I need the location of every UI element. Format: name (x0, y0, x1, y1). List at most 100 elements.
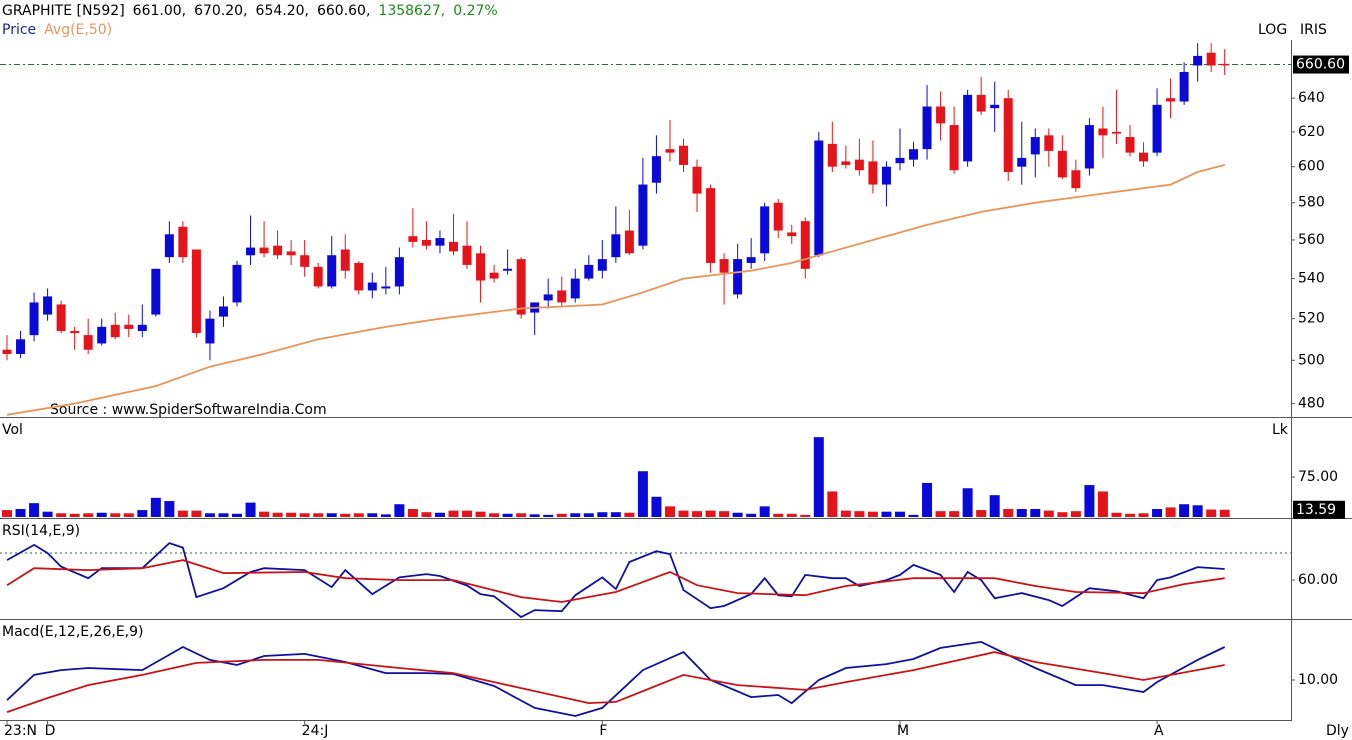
volume-bar (2, 510, 12, 517)
volume-bar (732, 512, 743, 517)
candle-body (1111, 131, 1121, 134)
volume-bar (56, 513, 67, 517)
volume-bar (150, 497, 161, 517)
volume-bar (908, 514, 919, 517)
candle-body (814, 140, 824, 256)
candle-body (1125, 137, 1135, 153)
candle-body (570, 278, 580, 299)
candle-body (773, 202, 783, 231)
y-tick-label: 560 (1298, 232, 1325, 248)
candle-body (638, 184, 648, 246)
volume-bar (83, 513, 94, 517)
candle-body (408, 236, 418, 242)
candle-body (584, 264, 594, 279)
volume-bar (489, 513, 500, 517)
volume-bar (543, 514, 554, 517)
volume-bar (556, 513, 567, 517)
candle-body (70, 330, 80, 334)
candle-body (1017, 157, 1027, 167)
candle-body (56, 304, 66, 331)
candle-body (624, 230, 634, 254)
candle-body (421, 239, 431, 246)
last-price-box (1293, 55, 1349, 74)
volume-bar (353, 513, 364, 517)
y-tick-label: 600 (1298, 159, 1325, 175)
candle-body (300, 255, 310, 267)
candle-body (611, 234, 621, 258)
candle-body (462, 245, 472, 265)
last-volume-label: 13.59 (1296, 502, 1336, 518)
volume-bar (326, 513, 337, 517)
candle-body (273, 245, 283, 256)
y-tick-label: 75.00 (1298, 469, 1338, 485)
legend-entry: Price (2, 22, 36, 38)
volume-bar (1084, 485, 1095, 517)
volume-bar (976, 510, 987, 517)
volume-bar (434, 512, 445, 517)
volume-bar (1057, 512, 1068, 517)
volume-bar (664, 506, 675, 517)
candle-body (340, 249, 350, 271)
candle-body (29, 302, 39, 336)
volume-bar (583, 513, 594, 517)
candle-body (394, 257, 404, 287)
volume-bar (786, 513, 797, 517)
candle-body (1179, 71, 1189, 102)
x-tick-label: F (599, 723, 607, 739)
volume-bar (678, 510, 689, 517)
candle-body (963, 94, 973, 162)
y-tick-label: 540 (1298, 271, 1325, 287)
candle-body (16, 339, 26, 354)
chart-title: GRAPHITE [N592] (2, 3, 125, 19)
candle-body (313, 266, 323, 287)
y-tick-label: 60.00 (1298, 572, 1338, 588)
volume-bar (286, 512, 297, 517)
volume-bar (1124, 513, 1135, 517)
candle-body (1084, 125, 1094, 169)
volume-bar (922, 482, 933, 517)
candle-body (232, 264, 242, 303)
candle-body (543, 294, 553, 301)
candle-body (1003, 98, 1013, 173)
candle-body (1044, 135, 1054, 151)
brand: IRIS (1300, 22, 1327, 38)
volume-bar (624, 512, 635, 517)
volume-bar (759, 506, 770, 517)
volume-bar (894, 511, 905, 517)
candle-body (2, 349, 12, 354)
volume-bar (719, 511, 730, 517)
candle-body (760, 206, 770, 254)
volume-bar (854, 511, 865, 517)
volume-bar (272, 512, 283, 517)
volume-bar (29, 503, 40, 517)
candle-body (151, 268, 161, 315)
volume-bar (69, 513, 80, 517)
candle-body (327, 255, 337, 287)
quote-change: 0.27% (453, 3, 497, 19)
y-tick-label: 480 (1298, 396, 1325, 412)
volume-bar (110, 513, 121, 517)
candle-body (909, 149, 919, 160)
volume-bar (1192, 505, 1203, 517)
candle-body (246, 247, 256, 256)
candle-body (692, 166, 702, 194)
volume-bar (1206, 509, 1217, 517)
volume-bar (597, 512, 608, 517)
candle-body (97, 326, 107, 344)
volume-bar (232, 513, 243, 517)
candle-body (1193, 55, 1203, 66)
series-line (6, 640, 1226, 717)
candle-body (949, 125, 959, 171)
volume-bar (840, 510, 851, 517)
panel-title: Macd(E,12,E,26,E,9) (2, 624, 144, 640)
candle-body (706, 188, 716, 263)
candle-body (489, 272, 499, 279)
x-tick-label: D (45, 723, 56, 739)
candle-body (476, 253, 486, 281)
volume-bar (1219, 509, 1230, 517)
volume-bar (989, 495, 1000, 517)
y-tick-label: 10.00 (1298, 672, 1338, 688)
volume-bar (516, 513, 527, 517)
candle-body (367, 282, 377, 291)
last-volume-box (1293, 500, 1345, 519)
